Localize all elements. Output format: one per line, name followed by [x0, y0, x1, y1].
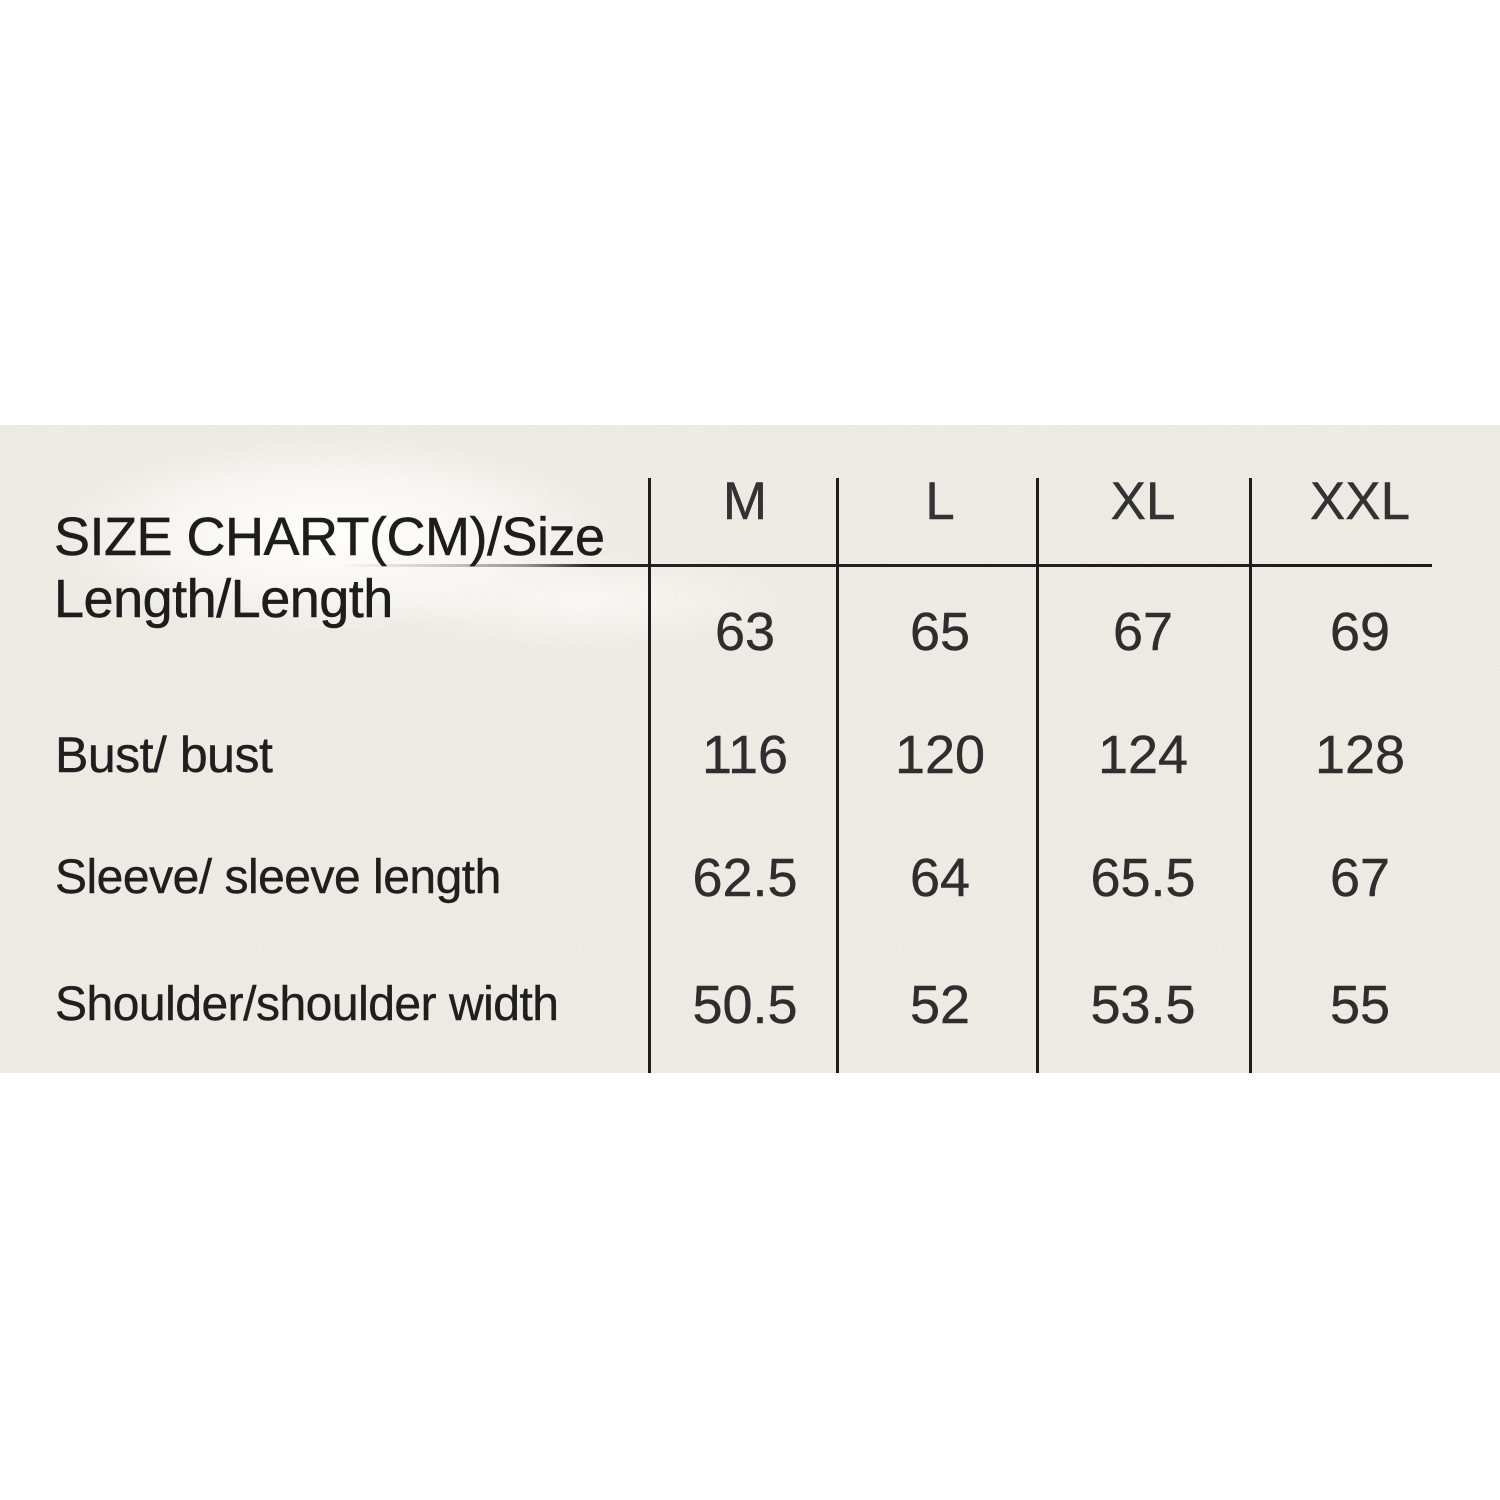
size-column-header-xl: XL [1110, 472, 1176, 531]
row-label: Bust/ bust [55, 727, 273, 783]
size-value-cell: 65 [909, 602, 971, 662]
table-title-line-2: Length/Length [54, 569, 394, 630]
header-divider-line [340, 564, 1432, 567]
table-title: SIZE CHART(CM)/Size Length/Length [54, 506, 606, 630]
column-divider-line-4 [1249, 478, 1252, 1073]
column-divider-line-1 [648, 478, 651, 1073]
size-value-cell: 116 [701, 725, 789, 785]
size-value-cell: 120 [894, 725, 986, 785]
row-label: Shoulder/shoulder width [55, 978, 559, 1031]
size-value-cell: 64 [909, 848, 971, 908]
size-value-cell: 67 [1329, 848, 1391, 908]
size-column-header-l: L [925, 472, 955, 531]
size-value-cell: 50.5 [692, 975, 798, 1035]
size-value-cell: 52 [909, 975, 971, 1035]
row-label: Sleeve/ sleeve length [55, 851, 502, 904]
size-value-cell: 124 [1097, 725, 1189, 785]
size-value-cell: 62.5 [692, 848, 798, 908]
table-title-line-1: SIZE CHART(CM)/Size [54, 507, 606, 568]
size-value-cell: 53.5 [1090, 975, 1196, 1035]
size-value-cell: 65.5 [1090, 848, 1196, 908]
size-value-cell: 67 [1112, 602, 1174, 662]
size-value-cell: 55 [1329, 975, 1391, 1035]
size-column-header-m: M [722, 472, 768, 531]
size-value-cell: 63 [714, 602, 776, 662]
column-divider-line-2 [836, 478, 839, 1073]
size-value-cell: 128 [1314, 725, 1406, 785]
size-column-header-xxl: XXL [1309, 472, 1411, 531]
size-value-cell: 69 [1329, 602, 1391, 662]
column-divider-line-3 [1036, 478, 1039, 1073]
